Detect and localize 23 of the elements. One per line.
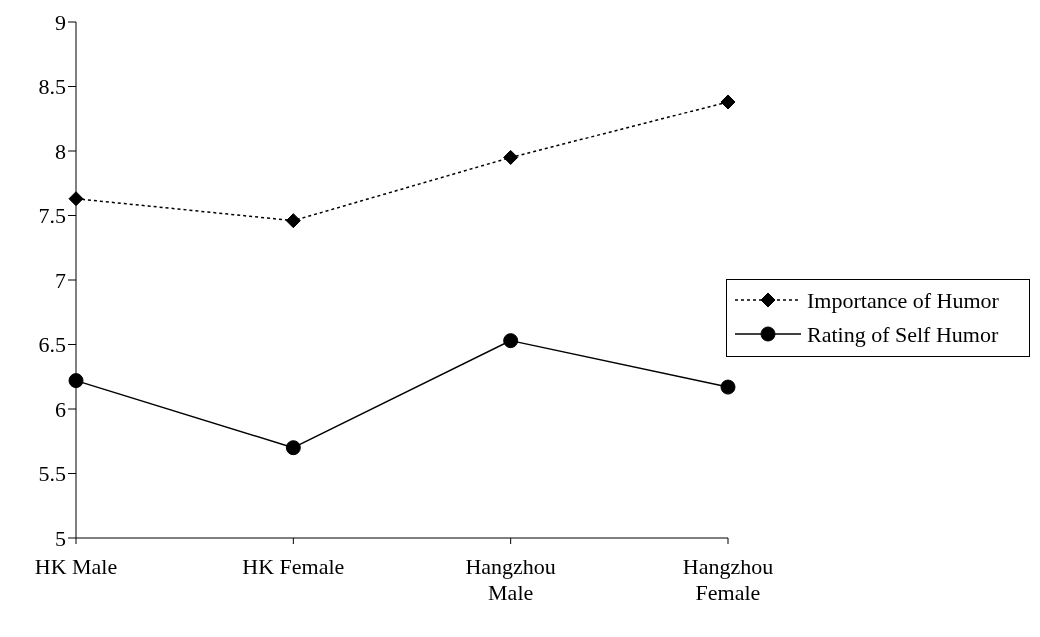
legend-label: Rating of Self Humor [807, 322, 999, 348]
point [285, 440, 301, 456]
x-tick-label: Hangzhou Female [682, 554, 774, 605]
point [503, 333, 519, 349]
y-tick-label: 6 [55, 396, 66, 422]
legend-label: Importance of Humor [807, 288, 999, 314]
y-tick-label: 6.5 [38, 332, 66, 358]
x-tick-label: HK Female [242, 554, 345, 579]
y-tick-label: 5 [55, 525, 66, 551]
x-tick-label: Hangzhou Male [465, 554, 556, 605]
y-tick-label: 8 [55, 138, 66, 164]
point [285, 213, 301, 229]
point [720, 379, 736, 395]
y-tick-label: 8.5 [38, 74, 66, 100]
point [68, 191, 84, 207]
y-tick-label: 7.5 [38, 203, 66, 229]
y-tick-label: 9 [55, 9, 66, 35]
y-tick-label: 5.5 [38, 461, 66, 487]
x-tick-label: HK Male [34, 554, 118, 579]
point [68, 373, 84, 389]
point [503, 149, 519, 165]
y-tick-label: 7 [55, 267, 66, 293]
point [720, 94, 736, 110]
